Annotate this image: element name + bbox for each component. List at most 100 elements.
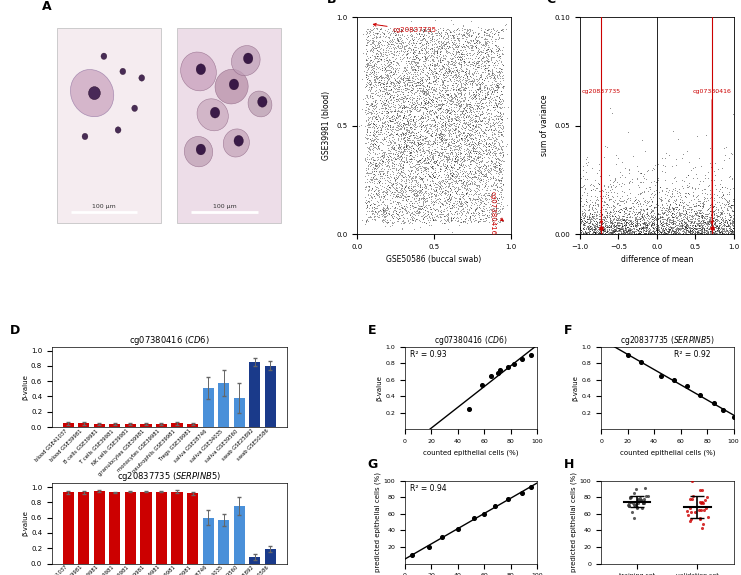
Point <box>485 161 496 170</box>
Point <box>445 120 457 129</box>
Point <box>385 84 397 93</box>
Point <box>402 183 414 193</box>
Point <box>434 186 446 196</box>
Point <box>419 193 431 202</box>
Point <box>411 121 423 131</box>
Point <box>655 196 667 205</box>
Point <box>446 145 458 155</box>
Point <box>639 226 651 235</box>
Point <box>439 108 451 117</box>
Point <box>458 127 470 136</box>
Point <box>462 155 474 164</box>
Point <box>687 190 699 200</box>
Point <box>484 93 496 102</box>
Point <box>473 57 485 66</box>
Point <box>694 198 706 208</box>
Point <box>368 202 380 212</box>
Point <box>406 62 418 71</box>
Point <box>437 131 449 140</box>
Point <box>425 154 436 163</box>
Point <box>678 209 690 218</box>
Point <box>413 91 425 100</box>
Point <box>393 102 405 112</box>
Point <box>490 114 502 123</box>
Point <box>690 198 702 208</box>
Point <box>408 38 419 47</box>
Point <box>419 102 431 112</box>
Point <box>719 217 731 226</box>
Point <box>420 95 432 105</box>
Point <box>396 47 408 56</box>
Point <box>725 217 737 227</box>
Point <box>685 508 697 517</box>
Point <box>657 217 668 226</box>
Point <box>455 158 467 167</box>
Point <box>414 74 426 83</box>
Point <box>476 149 488 158</box>
Point <box>414 173 426 182</box>
Point <box>684 216 696 225</box>
Point <box>491 82 503 91</box>
Point <box>470 105 482 114</box>
Point <box>396 217 408 226</box>
Point <box>495 160 507 169</box>
Bar <box>171 492 182 564</box>
Point <box>382 160 393 170</box>
Point <box>589 198 601 207</box>
Point <box>420 181 432 190</box>
Point <box>608 213 619 223</box>
Point <box>456 157 468 166</box>
Point <box>633 223 645 232</box>
Point <box>720 199 731 208</box>
Point <box>405 90 417 99</box>
Point <box>457 115 469 124</box>
Point <box>416 75 428 85</box>
Point <box>398 145 410 154</box>
Point <box>412 191 424 200</box>
Point <box>376 109 388 118</box>
Point <box>422 114 434 124</box>
Point <box>590 219 602 228</box>
Point <box>373 84 385 93</box>
Point <box>610 227 622 236</box>
Point <box>409 67 421 76</box>
Point <box>711 225 722 234</box>
Point <box>667 208 679 217</box>
Point <box>581 229 593 239</box>
Point <box>588 227 600 236</box>
Point <box>441 104 453 113</box>
Point <box>414 217 426 226</box>
Point <box>619 225 631 234</box>
Point <box>635 201 647 210</box>
Point <box>383 183 395 192</box>
Point <box>426 161 438 170</box>
Point <box>433 93 445 102</box>
Point <box>704 186 716 195</box>
Point <box>697 228 709 237</box>
Point <box>439 131 451 140</box>
Point <box>690 209 702 218</box>
Point <box>402 182 413 191</box>
Point <box>619 224 631 233</box>
Point <box>666 209 678 218</box>
Point <box>430 30 442 39</box>
Point <box>725 226 737 235</box>
Point <box>478 86 490 95</box>
Point <box>382 62 394 71</box>
Point <box>422 157 434 166</box>
Point <box>379 170 391 179</box>
Point <box>401 158 413 167</box>
Point <box>591 204 602 213</box>
Point <box>583 212 595 221</box>
Point <box>368 157 379 166</box>
Point <box>578 220 590 229</box>
Point <box>446 81 458 90</box>
Point <box>402 122 413 131</box>
Point <box>371 74 383 83</box>
Point <box>362 122 374 131</box>
Point <box>578 199 590 208</box>
Point <box>394 144 406 153</box>
Point <box>385 90 396 99</box>
Point <box>490 201 502 210</box>
Point <box>433 103 445 112</box>
